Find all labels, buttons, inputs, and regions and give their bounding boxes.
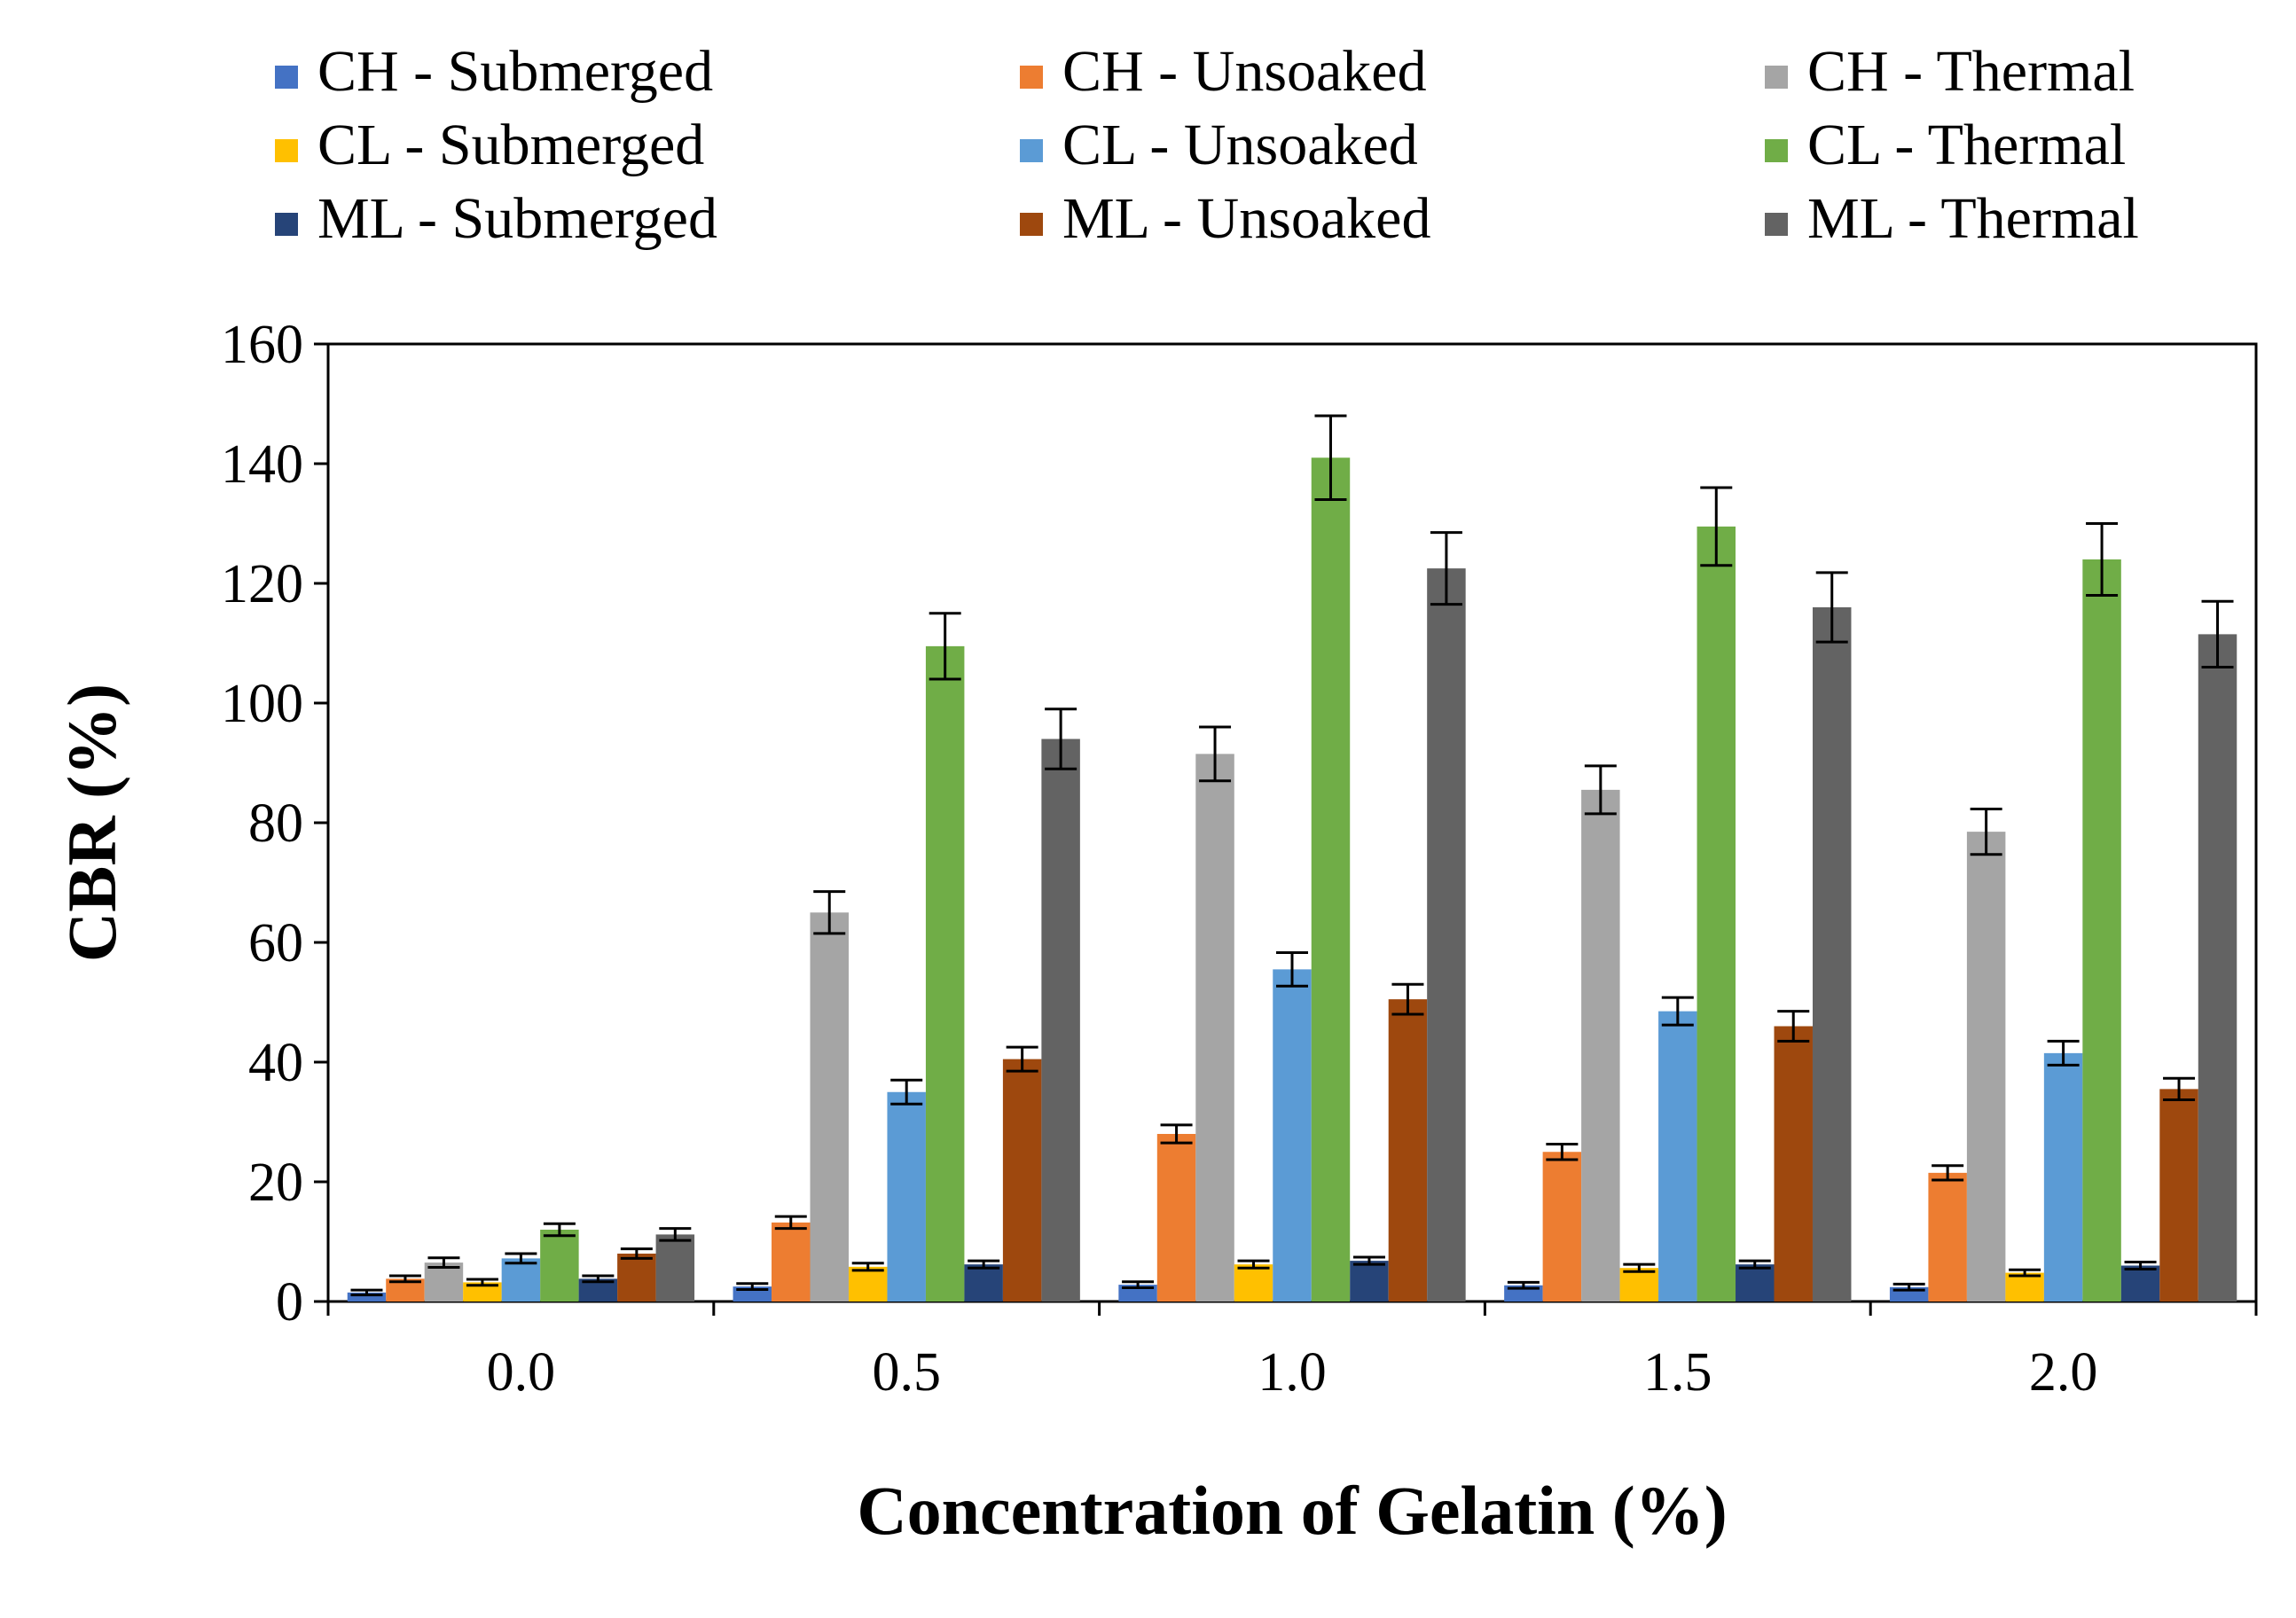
- bar: [1813, 607, 1851, 1301]
- bar: [1427, 568, 1465, 1301]
- legend-item: ML - Unsoaked: [1020, 186, 1430, 251]
- bar: [1658, 1012, 1697, 1301]
- bar: [2082, 559, 2120, 1301]
- bar: [1195, 754, 1234, 1301]
- bar: [2044, 1053, 2082, 1301]
- legend-item: CL - Submerged: [275, 113, 704, 177]
- bar: [772, 1223, 810, 1301]
- bar: [1389, 999, 1427, 1301]
- bar: [849, 1267, 887, 1301]
- bar: [1350, 1261, 1388, 1301]
- bar: [502, 1258, 540, 1301]
- bar: [1003, 1059, 1041, 1301]
- y-tick-label: 160: [221, 315, 303, 375]
- bar: [2198, 634, 2237, 1301]
- legend-item: CH - Thermal: [1765, 39, 2135, 104]
- bar: [1312, 457, 1350, 1301]
- legend-item: ML - Thermal: [1765, 186, 2139, 251]
- bar: [1234, 1264, 1273, 1301]
- x-tick-label: 1.5: [1643, 1342, 1712, 1403]
- bar: [1273, 969, 1311, 1301]
- y-tick-label: 20: [248, 1153, 303, 1213]
- bar: [1697, 527, 1736, 1301]
- bar: [1775, 1027, 1813, 1302]
- legend-swatch: [275, 213, 298, 236]
- legend-item: CL - Unsoaked: [1020, 113, 1418, 177]
- bar: [656, 1234, 694, 1301]
- legend-item: CH - Submerged: [275, 39, 713, 104]
- bar: [1620, 1268, 1658, 1301]
- legend-item: CL - Thermal: [1765, 113, 2126, 177]
- y-tick-label: 0: [276, 1272, 303, 1333]
- bar: [887, 1092, 925, 1301]
- y-tick-label: 120: [221, 554, 303, 614]
- legend-swatch: [1765, 66, 1788, 89]
- bar: [540, 1230, 578, 1301]
- bar: [1041, 739, 1079, 1302]
- bar: [2121, 1266, 2159, 1302]
- legend-label: CH - Submerged: [317, 39, 713, 104]
- bar: [2159, 1089, 2198, 1301]
- y-tick-label: 60: [248, 913, 303, 973]
- x-tick-label: 0.0: [487, 1342, 556, 1403]
- bar: [1157, 1134, 1195, 1301]
- legend-swatch: [275, 139, 298, 162]
- legend-item: CH - Unsoaked: [1020, 39, 1427, 104]
- legend-item: ML - Submerged: [275, 186, 717, 251]
- legend-label: CL - Unsoaked: [1062, 113, 1418, 177]
- bar: [926, 646, 964, 1301]
- bar: [811, 912, 849, 1301]
- legend-swatch: [1020, 66, 1043, 89]
- legend: CH - Submerged CH - Unsoaked CH - Thermal C…: [275, 39, 2139, 251]
- bar: [1581, 790, 1619, 1301]
- bar: [1967, 832, 2005, 1301]
- x-tick-label: 0.5: [872, 1342, 941, 1403]
- y-axis-title: CBR (%): [53, 684, 130, 962]
- legend-label: ML - Submerged: [317, 186, 717, 251]
- legend-swatch: [1765, 139, 1788, 162]
- legend-label: CH - Unsoaked: [1062, 39, 1427, 104]
- bar: [1928, 1173, 1966, 1301]
- legend-swatch: [275, 66, 298, 89]
- legend-swatch: [1765, 213, 1788, 236]
- y-tick-label: 140: [221, 434, 303, 495]
- legend-label: CL - Submerged: [317, 113, 704, 177]
- chart: CH - Submerged CH - Unsoaked CH - Thermal C…: [0, 0, 2296, 1614]
- bar: [1543, 1152, 1581, 1301]
- chart-svg: CH - Submerged CH - Unsoaked CH - Thermal C…: [0, 0, 2296, 1614]
- y-tick-label: 100: [221, 674, 303, 734]
- y-tick-label: 80: [248, 793, 303, 854]
- x-tick-label: 2.0: [2029, 1342, 2098, 1403]
- legend-label: ML - Unsoaked: [1062, 186, 1430, 251]
- bar: [964, 1264, 1002, 1301]
- x-axis-title: Concentration of Gelatin (%): [857, 1472, 1727, 1549]
- y-tick-label: 40: [248, 1033, 303, 1093]
- bar: [617, 1254, 655, 1301]
- legend-label: ML - Thermal: [1807, 186, 2139, 251]
- legend-swatch: [1020, 213, 1043, 236]
- legend-swatch: [1020, 139, 1043, 162]
- bar: [1736, 1264, 1774, 1301]
- legend-label: CH - Thermal: [1807, 39, 2135, 104]
- legend-label: CL - Thermal: [1807, 113, 2126, 177]
- x-tick-label: 1.0: [1258, 1342, 1327, 1403]
